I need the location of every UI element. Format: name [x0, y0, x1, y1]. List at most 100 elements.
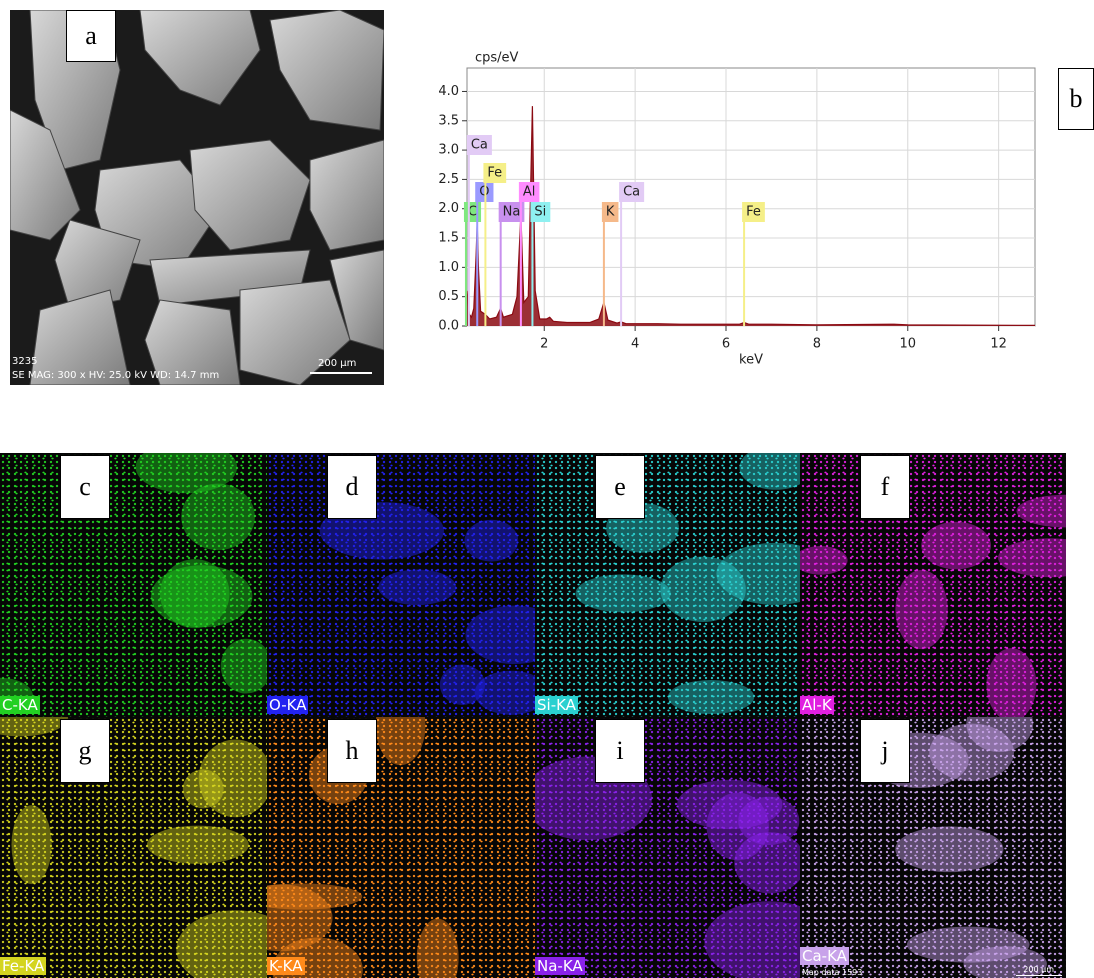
map-blob — [706, 792, 769, 861]
panel-label: d — [327, 455, 377, 519]
panel-label: i — [595, 719, 645, 783]
x-axis-title: keV — [739, 353, 763, 368]
panel-label: c — [60, 455, 110, 519]
map-blob — [738, 796, 800, 846]
map-blob — [150, 565, 253, 628]
map-blobs — [0, 453, 267, 715]
element-label: Al — [523, 185, 536, 200]
map-blob — [0, 717, 69, 737]
element-tag: Si-KA — [535, 696, 578, 714]
y-axis-title: cps/eV — [475, 51, 519, 66]
y-tick-label: 3.5 — [438, 113, 459, 128]
element-label: K — [606, 205, 615, 220]
map-blob — [378, 569, 457, 606]
map-blob — [921, 521, 991, 570]
spectrum-line — [466, 106, 1036, 326]
element-tag: K-KA — [267, 957, 305, 975]
map-blob — [895, 569, 948, 650]
element-map: d O-KA — [267, 453, 535, 717]
map-blob — [986, 648, 1037, 717]
map-blob — [181, 483, 255, 551]
y-tick-label: 2.5 — [438, 172, 459, 187]
element-tag: Fe — [742, 202, 765, 222]
element-tag: C-KA — [0, 696, 40, 714]
element-tag-bg — [466, 135, 492, 155]
element-tag-bg — [619, 182, 645, 202]
y-tick-label: 3.0 — [438, 143, 459, 158]
panel-label: b — [1058, 68, 1094, 130]
map-blob — [704, 901, 800, 978]
element-tag: Fe-KA — [0, 957, 47, 975]
plot-area — [466, 67, 1036, 327]
x-tick-label: 4 — [631, 337, 639, 352]
element-label: Ca — [623, 185, 640, 200]
map-data-note: Map data 1593 — [802, 968, 863, 977]
element-tag: Na-KA — [535, 957, 585, 975]
map-blob — [739, 453, 800, 490]
panel-label: g — [60, 719, 110, 783]
element-tag: Ca — [619, 182, 645, 202]
element-tag: O — [475, 182, 494, 202]
element-tag-bg — [518, 182, 540, 202]
panel-label: a — [66, 10, 116, 62]
sem-scale-bar — [310, 372, 372, 374]
map-blobs — [800, 494, 1066, 717]
element-map: h K-KA — [267, 717, 535, 978]
spectrum-area — [467, 106, 1035, 326]
map-scale-bar — [1016, 975, 1062, 976]
panel-label: f — [860, 455, 910, 519]
element-tag: Ca — [466, 135, 492, 155]
element-label: Ca — [471, 138, 488, 153]
map-blob — [220, 638, 267, 694]
map-blob — [800, 546, 848, 575]
panel-label: e — [595, 455, 645, 519]
x-tick-label: 2 — [540, 337, 548, 352]
element-tag: K — [601, 202, 619, 222]
map-blob — [375, 717, 426, 766]
map-blobs — [575, 453, 800, 714]
map-blobs — [0, 717, 267, 978]
element-map: c C-KA — [0, 453, 267, 717]
sem-info: SE MAG: 300 x HV: 25.0 kV WD: 14.7 mm — [12, 370, 220, 381]
element-tag: Ca-KA — [800, 947, 849, 965]
map-blobs — [535, 756, 800, 978]
map-blob — [1016, 494, 1066, 528]
map-blob — [159, 559, 230, 629]
map-blobs — [319, 502, 535, 715]
element-tag: Al-K — [800, 696, 834, 714]
x-tick-label: 10 — [899, 337, 916, 352]
element-label: Na — [503, 205, 521, 220]
map-blob — [11, 805, 52, 885]
map-blob — [464, 519, 519, 562]
element-label: C — [468, 205, 477, 220]
element-map: e Si-KA — [535, 453, 800, 717]
element-map: i Na-KA — [535, 717, 800, 978]
element-tag-bg — [530, 202, 551, 222]
element-label: Fe — [746, 205, 761, 220]
map-blob — [716, 542, 800, 605]
map-blobs — [868, 717, 1047, 978]
map-blob — [966, 717, 1034, 753]
element-map: g Fe-KA — [0, 717, 267, 978]
element-tag: Al — [518, 182, 540, 202]
map-blob — [906, 926, 1030, 963]
panel-label: h — [327, 719, 377, 783]
map-blob — [677, 779, 783, 830]
element-tag: C — [463, 202, 482, 222]
element-tag: Na — [498, 202, 525, 222]
map-blob — [474, 670, 535, 715]
map-blob — [963, 946, 1047, 978]
map-blob — [667, 680, 755, 714]
element-label: O — [479, 185, 489, 200]
y-tick-label: 1.0 — [438, 260, 459, 275]
map-blob — [660, 556, 746, 622]
element-tag-bg — [475, 182, 494, 202]
map-scale: 200 µm — [1023, 965, 1054, 974]
sem-scale: 200 µm — [318, 358, 357, 369]
panel-label: j — [860, 719, 910, 783]
chart: 0.0 0.5 1.0 1.5 2.0 2.5 3.0 3.5 4.0 2 4 6 8 10 12 cps/e… — [438, 51, 1036, 368]
map-blob — [267, 883, 363, 910]
x-tick-label: 8 — [813, 337, 821, 352]
element-label: Fe — [487, 166, 502, 181]
